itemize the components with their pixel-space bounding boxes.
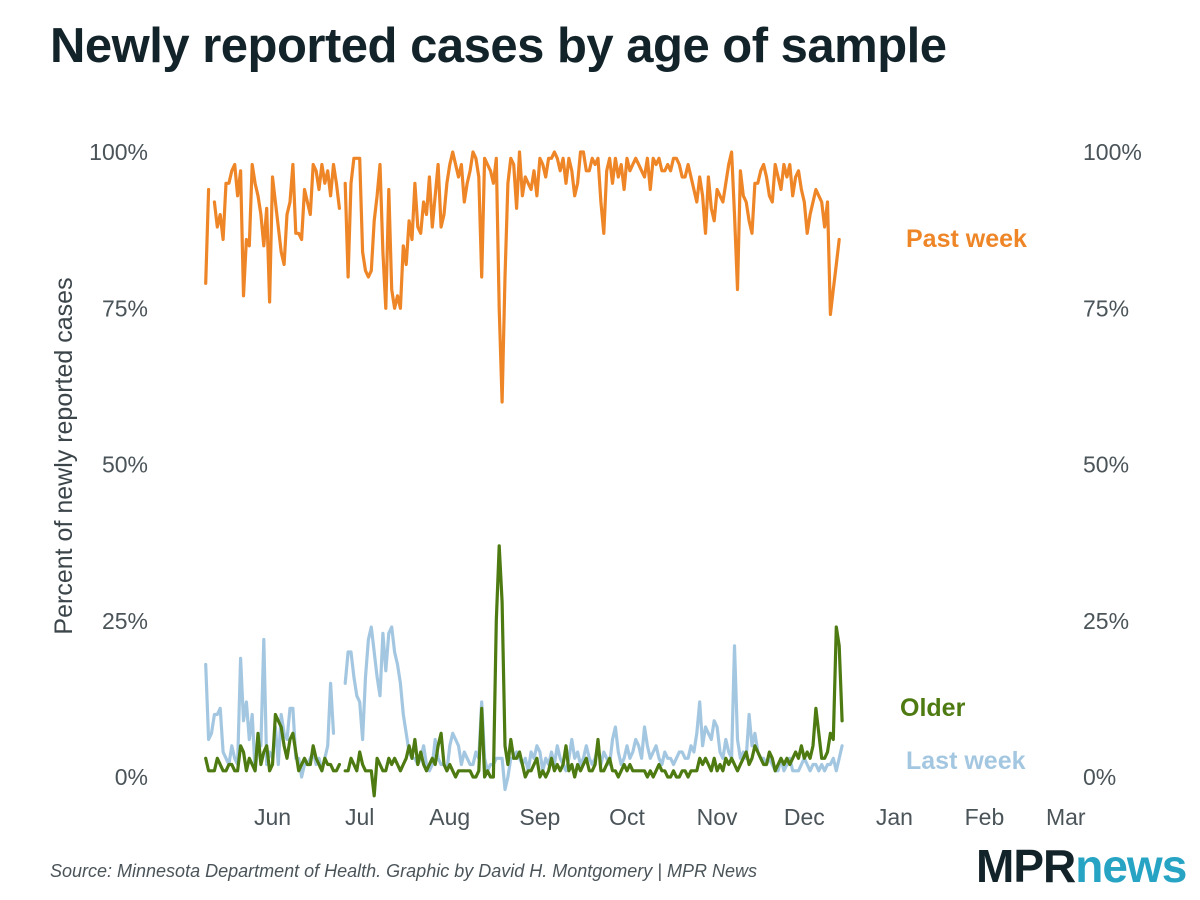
x-axis: Jun Jul Aug Sep Oct Nov Dec Jan Feb Mar bbox=[254, 804, 1086, 830]
mpr-news-logo: MPRnews bbox=[976, 840, 1187, 892]
x-tick-label-jul: Jul bbox=[345, 804, 374, 830]
x-tick-label-sep: Sep bbox=[519, 804, 560, 830]
logo-news-text: news bbox=[1075, 840, 1187, 892]
y-tick-label-right-25: 25% bbox=[1083, 608, 1129, 634]
y-tick-label-left-25: 25% bbox=[102, 608, 148, 634]
legend: Past week Older Last week bbox=[900, 225, 1027, 775]
y-tick-label-left-0: 0% bbox=[115, 764, 148, 790]
logo-mpr-text: MPR bbox=[976, 840, 1076, 892]
series-line-older bbox=[204, 544, 844, 798]
x-tick-label-aug: Aug bbox=[429, 804, 470, 830]
y-tick-label-left-75: 75% bbox=[102, 295, 148, 321]
x-tick-label-jan: Jan bbox=[876, 804, 913, 830]
x-tick-label-nov: Nov bbox=[697, 804, 738, 830]
x-tick-label-mar: Mar bbox=[1046, 804, 1086, 830]
y-tick-label-right-0: 0% bbox=[1083, 764, 1116, 790]
y-tick-label-right-100: 100% bbox=[1083, 139, 1142, 165]
series-label-last-week: Last week bbox=[906, 747, 1026, 775]
y-tick-label-right-75: 75% bbox=[1083, 295, 1129, 321]
source-note: Source: Minnesota Department of Health. … bbox=[50, 861, 757, 881]
y-tick-label-right-50: 50% bbox=[1083, 452, 1129, 478]
series-group bbox=[204, 150, 844, 798]
y-axis-right: 0% 25% 50% 75% 100% bbox=[1083, 139, 1142, 790]
x-tick-label-oct: Oct bbox=[609, 804, 645, 830]
y-axis-title: Percent of newly reported cases bbox=[50, 277, 78, 634]
y-tick-label-left-100: 100% bbox=[89, 139, 148, 165]
series-label-older: Older bbox=[900, 694, 966, 722]
series-label-past-week: Past week bbox=[906, 225, 1027, 253]
chart-title: Newly reported cases by age of sample bbox=[50, 19, 947, 73]
x-tick-label-feb: Feb bbox=[965, 804, 1005, 830]
y-axis-left: 0% 25% 50% 75% 100% bbox=[89, 139, 148, 790]
y-tick-label-left-50: 50% bbox=[102, 452, 148, 478]
series-line-past-week bbox=[204, 150, 841, 404]
x-tick-label-dec: Dec bbox=[784, 804, 825, 830]
x-tick-label-jun: Jun bbox=[254, 804, 291, 830]
